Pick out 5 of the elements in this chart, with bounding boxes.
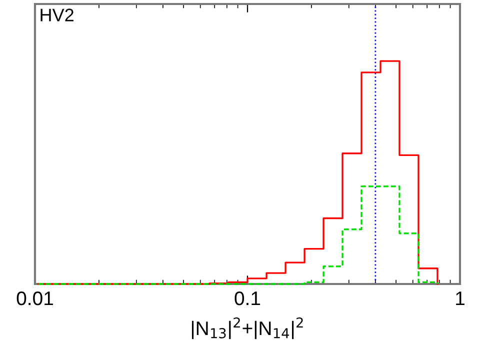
text: HV2 [40,8,74,22]
x-tick-label: 1 [456,292,464,306]
x-tick-label: 0.01 [16,291,53,306]
x-tick-label: 0.1 [234,291,260,306]
x-axis-title: |N$_{13}$|$^{2}$+|N$_{14}$|$^{2}$ [192,317,303,340]
